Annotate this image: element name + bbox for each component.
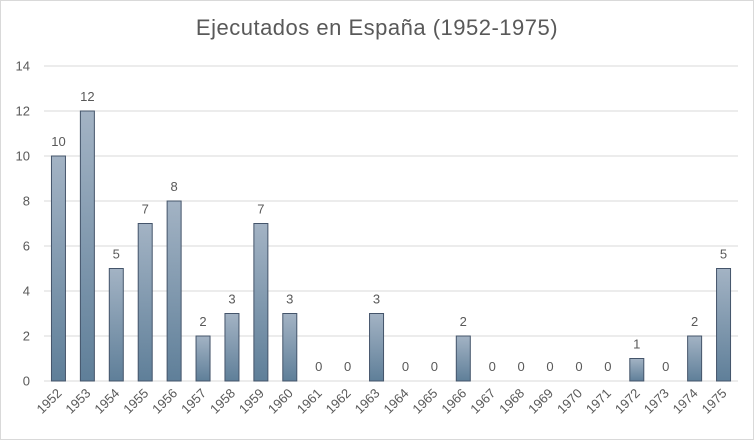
data-label-1973: 0: [662, 359, 669, 374]
chart-title: Ejecutados en España (1952-1975): [195, 15, 559, 40]
bar-1957: [195, 335, 211, 382]
y-axis-ticks: 0 2 4 6 8 10 12 14: [16, 59, 30, 389]
data-label-1960: 3: [286, 292, 293, 307]
bar-1972: [629, 358, 645, 382]
x-tick-label-1960: 1960: [265, 386, 296, 417]
bars: [50, 110, 732, 382]
data-label-1959: 7: [257, 202, 264, 217]
y-tick-label: 4: [23, 284, 30, 299]
x-tick-label-1969: 1969: [525, 386, 556, 417]
x-tick-label-1972: 1972: [612, 386, 643, 417]
y-tick-label: 10: [16, 149, 30, 164]
data-label-1964: 0: [402, 359, 409, 374]
x-tick-label-1955: 1955: [120, 386, 151, 417]
data-label-1975: 5: [720, 247, 727, 262]
data-label-1967: 0: [489, 359, 496, 374]
x-tick-label-1952: 1952: [34, 386, 65, 417]
bar-1959: [253, 223, 269, 382]
x-tick-label-1975: 1975: [699, 386, 730, 417]
x-tick-label-1962: 1962: [323, 386, 354, 417]
x-tick-label-1964: 1964: [381, 386, 412, 417]
data-label-1958: 3: [228, 292, 235, 307]
data-label-1952: 10: [51, 134, 65, 149]
bar-1974: [687, 335, 703, 382]
x-tick-label-1957: 1957: [178, 386, 209, 417]
bar-1960: [282, 313, 298, 382]
y-tick-label: 0: [23, 374, 30, 389]
data-label-1954: 5: [113, 247, 120, 262]
x-axis-ticks: 1952195319541955195619571958195919601961…: [34, 386, 730, 417]
data-label-1966: 2: [460, 314, 467, 329]
bar-1966: [455, 335, 471, 382]
data-label-1963: 3: [373, 292, 380, 307]
bar-1954: [108, 268, 124, 382]
bar-1952: [50, 155, 66, 382]
y-tick-label: 14: [16, 59, 30, 74]
data-label-1957: 2: [199, 314, 206, 329]
data-label-1962: 0: [344, 359, 351, 374]
data-label-1970: 0: [575, 359, 582, 374]
data-label-1961: 0: [315, 359, 322, 374]
x-tick-label-1963: 1963: [352, 386, 383, 417]
bar-1953: [79, 110, 95, 382]
x-tick-label-1956: 1956: [149, 386, 180, 417]
x-tick-label-1974: 1974: [670, 386, 701, 417]
y-tick-label: 6: [23, 239, 30, 254]
y-tick-label: 2: [23, 329, 30, 344]
x-tick-label-1958: 1958: [207, 386, 238, 417]
data-label-1955: 7: [142, 202, 149, 217]
gridlines: [44, 65, 738, 382]
bar-1958: [224, 313, 240, 382]
x-tick-label-1966: 1966: [438, 386, 469, 417]
data-label-1974: 2: [691, 314, 698, 329]
x-tick-label-1953: 1953: [62, 386, 93, 417]
bar-1963: [369, 313, 385, 382]
x-tick-label-1961: 1961: [294, 386, 325, 417]
data-label-1968: 0: [518, 359, 525, 374]
x-tick-label-1965: 1965: [409, 386, 440, 417]
x-tick-label-1970: 1970: [554, 386, 585, 417]
data-label-1972: 1: [633, 337, 640, 352]
x-tick-label-1967: 1967: [467, 386, 498, 417]
bar-1975: [716, 268, 732, 382]
data-label-1969: 0: [546, 359, 553, 374]
data-label-1971: 0: [604, 359, 611, 374]
bar-1956: [166, 200, 182, 382]
x-tick-label-1973: 1973: [641, 386, 672, 417]
x-tick-label-1971: 1971: [583, 386, 614, 417]
bar-1955: [137, 223, 153, 382]
x-tick-label-1959: 1959: [236, 386, 267, 417]
data-label-1965: 0: [431, 359, 438, 374]
data-label-1956: 8: [171, 179, 178, 194]
y-tick-label: 8: [23, 194, 30, 209]
x-tick-label-1968: 1968: [496, 386, 527, 417]
x-tick-label-1954: 1954: [91, 386, 122, 417]
data-label-1953: 12: [80, 89, 94, 104]
y-tick-label: 12: [16, 104, 30, 119]
